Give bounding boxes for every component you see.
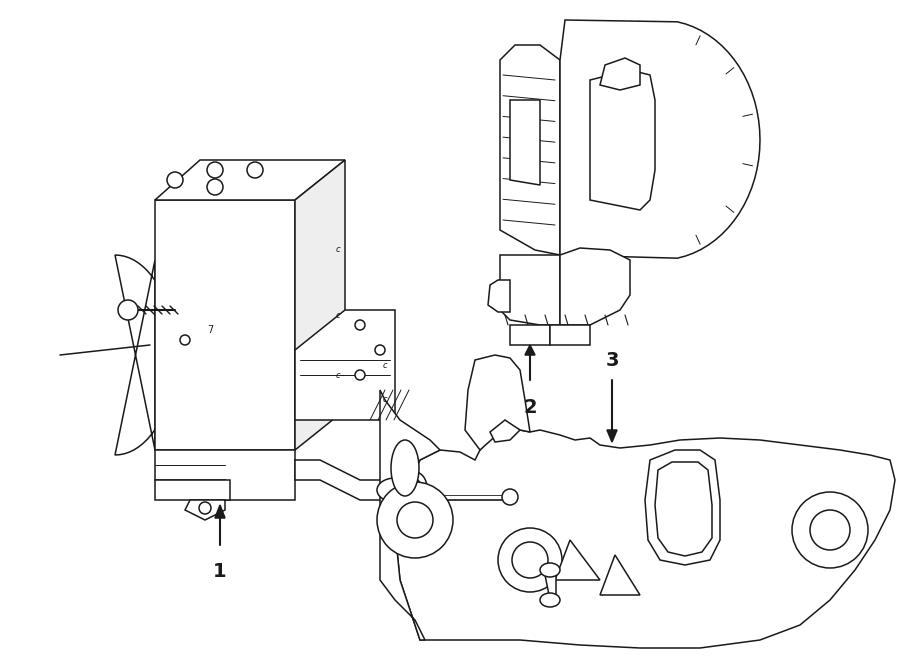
Polygon shape (395, 430, 895, 648)
Polygon shape (155, 160, 345, 200)
Circle shape (810, 510, 850, 550)
Text: c: c (336, 371, 340, 379)
Circle shape (512, 542, 548, 578)
Polygon shape (115, 255, 175, 455)
Text: 2: 2 (523, 398, 536, 417)
Text: c: c (382, 395, 387, 405)
Circle shape (247, 162, 263, 178)
Polygon shape (560, 20, 760, 258)
Polygon shape (500, 255, 560, 325)
Polygon shape (655, 462, 712, 556)
Circle shape (207, 162, 223, 178)
Polygon shape (544, 570, 556, 600)
Polygon shape (295, 160, 345, 450)
Text: c: c (336, 311, 340, 319)
Circle shape (167, 172, 183, 188)
Polygon shape (465, 355, 530, 450)
Text: 3: 3 (605, 351, 619, 370)
Circle shape (118, 300, 138, 320)
Ellipse shape (540, 563, 560, 577)
Text: c: c (336, 245, 340, 254)
Polygon shape (607, 430, 617, 442)
Polygon shape (295, 460, 395, 500)
Polygon shape (525, 345, 535, 355)
Polygon shape (645, 450, 720, 565)
Circle shape (355, 320, 365, 330)
Circle shape (498, 528, 562, 592)
Ellipse shape (403, 472, 427, 504)
Polygon shape (380, 390, 440, 640)
Polygon shape (490, 420, 520, 442)
Polygon shape (510, 100, 540, 185)
Polygon shape (600, 555, 640, 595)
Polygon shape (295, 310, 395, 420)
Polygon shape (155, 200, 295, 450)
Polygon shape (555, 540, 600, 580)
Polygon shape (155, 480, 230, 500)
Polygon shape (488, 280, 510, 312)
Circle shape (792, 492, 868, 568)
Circle shape (375, 345, 385, 355)
Circle shape (180, 335, 190, 345)
Text: 1: 1 (213, 562, 227, 581)
Polygon shape (155, 450, 295, 500)
Polygon shape (510, 325, 550, 345)
Circle shape (502, 489, 518, 505)
Polygon shape (215, 505, 225, 518)
Ellipse shape (540, 593, 560, 607)
Ellipse shape (377, 478, 413, 502)
Polygon shape (550, 325, 590, 345)
Circle shape (199, 502, 211, 514)
Polygon shape (560, 248, 630, 325)
Text: 7: 7 (207, 325, 213, 335)
Polygon shape (590, 70, 655, 210)
Ellipse shape (391, 440, 419, 496)
Ellipse shape (409, 479, 421, 497)
Polygon shape (600, 58, 640, 90)
Polygon shape (185, 500, 225, 520)
Text: c: c (382, 360, 387, 369)
Circle shape (397, 502, 433, 538)
Circle shape (355, 370, 365, 380)
Circle shape (207, 179, 223, 195)
Circle shape (377, 482, 453, 558)
Polygon shape (500, 45, 560, 255)
